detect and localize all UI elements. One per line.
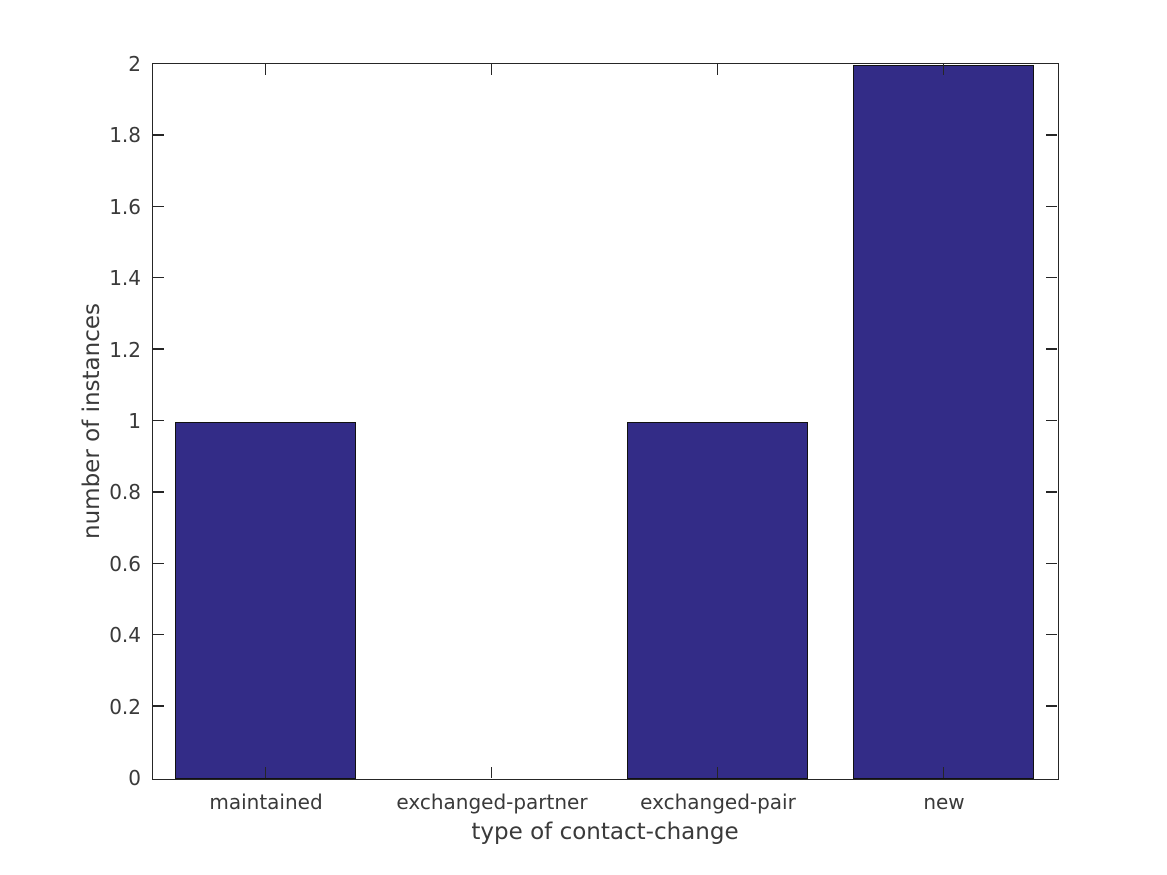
y-tick-label: 0.8 [109, 480, 141, 505]
y-tick-right [1045, 491, 1057, 493]
bar-new [852, 64, 1035, 779]
x-axis-title: type of contact-change [471, 819, 739, 845]
y-tick-left [152, 205, 164, 208]
y-tick-left [152, 562, 164, 565]
bar-exchanged-pair [626, 421, 809, 779]
y-tick-right [1045, 205, 1057, 208]
y-tick-left [152, 134, 164, 136]
y-tick-left [152, 419, 164, 422]
x-tick-top [942, 63, 945, 75]
x-tick-label: exchanged-pair [640, 790, 796, 814]
y-tick-label: 0.4 [109, 623, 141, 648]
x-tick-top [716, 63, 719, 75]
y-tick-label: 1.6 [109, 194, 141, 219]
y-tick-left [152, 491, 164, 493]
y-tick-right [1045, 348, 1057, 350]
x-tick-bottom [716, 766, 719, 778]
y-tick-right [1045, 134, 1057, 136]
y-tick-right [1045, 419, 1057, 422]
y-tick-right [1045, 562, 1057, 565]
x-tick-bottom [264, 766, 267, 778]
y-tick-label: 1 [128, 409, 141, 433]
y-tick-label: 1.8 [109, 123, 141, 148]
y-tick-label: 1.2 [109, 337, 141, 362]
y-tick-right [1045, 705, 1057, 707]
y-tick-label: 2 [128, 52, 141, 76]
x-tick-bottom [942, 766, 945, 778]
plot-area [151, 62, 1059, 780]
y-tick-right [1045, 633, 1057, 636]
y-tick-right [1045, 276, 1057, 279]
x-tick-label: maintained [209, 790, 323, 814]
x-tick-label: new [923, 790, 965, 814]
y-tick-left [152, 276, 164, 279]
y-tick-left [152, 705, 164, 707]
y-tick-label: 1.4 [109, 266, 141, 291]
bar-maintained [174, 421, 357, 779]
x-tick-label: exchanged-partner [396, 790, 588, 814]
y-tick-left [152, 348, 164, 350]
y-tick-label: 0.6 [109, 551, 141, 576]
y-tick-label: 0.2 [109, 694, 141, 719]
x-tick-top [490, 63, 493, 75]
x-tick-top [264, 63, 267, 75]
y-tick-left [152, 633, 164, 636]
y-tick-label: 0 [128, 766, 141, 790]
x-tick-bottom [490, 766, 493, 778]
